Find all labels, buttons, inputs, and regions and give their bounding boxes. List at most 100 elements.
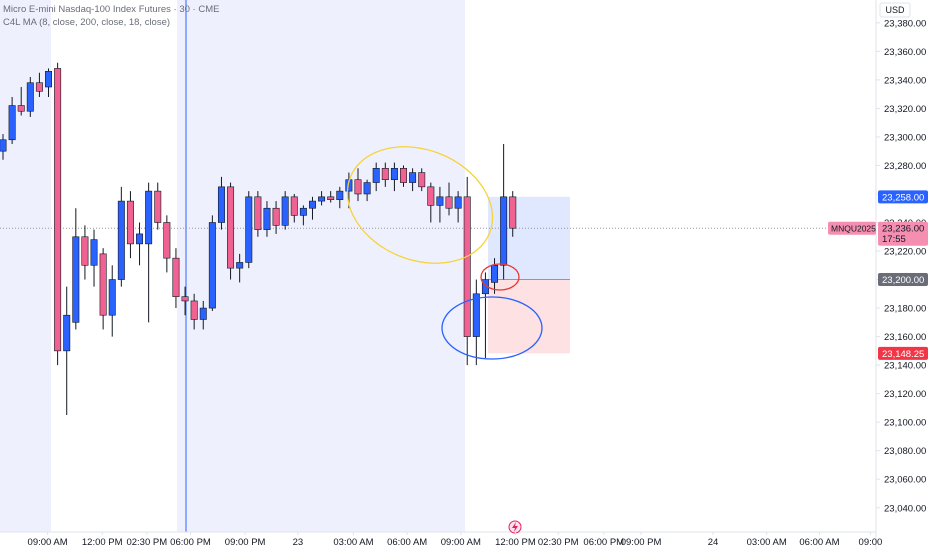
candle-body (136, 233, 144, 245)
candle-body (154, 190, 162, 223)
candle-body (8, 105, 16, 141)
candle-body (236, 262, 244, 269)
candle-body (336, 190, 344, 200)
session-shade (177, 0, 465, 532)
candle-body (72, 236, 80, 323)
price-label-box (878, 346, 928, 360)
current-price-box (878, 221, 928, 246)
candle-body (427, 186, 435, 206)
candle-body (99, 253, 107, 316)
y-tick-label: 23,180.00 (884, 304, 926, 315)
y-tick-label: 23,360.00 (884, 47, 926, 58)
price-label: 23,200.00 (882, 275, 924, 286)
candle-body (217, 186, 225, 223)
annotation-ellipse[interactable] (480, 263, 520, 291)
candle-body (163, 222, 171, 259)
candle-body (463, 196, 471, 337)
event-icon-bolt (512, 522, 518, 532)
candle-body (481, 279, 489, 295)
candle-body (108, 279, 116, 316)
y-tick-label: 23,380.00 (884, 18, 926, 29)
candle-body (208, 222, 216, 309)
candle-body (126, 200, 134, 245)
y-tick-label: 23,060.00 (884, 475, 926, 486)
candle-body (281, 196, 289, 226)
x-tick-label: 03:00 AM (747, 537, 787, 548)
candle-body (145, 190, 153, 245)
candle-body (308, 200, 316, 209)
x-tick-label: 03:00 AM (333, 537, 373, 548)
x-tick-label: 09:00 AM (441, 537, 481, 548)
x-tick-label: 06:00 AM (799, 537, 839, 548)
chart-subtitle: C4L MA (8, close, 200, close, 18, close) (3, 17, 170, 28)
y-tick-label: 23,300.00 (884, 132, 926, 143)
price-label: 23,258.00 (882, 192, 924, 203)
candle-body (436, 196, 444, 206)
candle-body (0, 139, 7, 152)
candle-body (299, 207, 307, 216)
y-tick-label: 23,340.00 (884, 75, 926, 86)
x-tick-label: 09:00 PM (225, 537, 266, 548)
position-loss-zone (488, 279, 570, 354)
y-tick-label: 23,220.00 (884, 247, 926, 258)
candle-body (172, 257, 180, 297)
candle-body (17, 105, 25, 112)
session-shade (0, 0, 51, 532)
candle-body (190, 300, 198, 320)
x-tick-label: 09:00 PM (621, 537, 662, 548)
candle-body (35, 82, 43, 92)
x-tick-label: 09:00 AM (28, 537, 68, 548)
plot (0, 62, 876, 416)
symbol-label: MNQU2025 (831, 224, 876, 234)
x-tick-label: 12:00 PM (495, 537, 536, 548)
candle-body (227, 186, 235, 269)
countdown: 17:55 (882, 234, 906, 245)
candle-body (390, 168, 398, 181)
candle-body (491, 264, 499, 283)
candle-body (290, 196, 298, 216)
candle-body (409, 172, 417, 183)
x-tick-label: 23 (293, 537, 304, 548)
candle-body (318, 196, 326, 202)
x-tick-label: 12:00 PM (82, 537, 123, 548)
y-tick-label: 23,100.00 (884, 418, 926, 429)
candle-body (26, 82, 34, 112)
annotation-ellipse[interactable] (441, 296, 543, 360)
x-tick-label: 09:00 (859, 537, 883, 548)
candle-body (372, 168, 380, 183)
candle-body (354, 179, 362, 195)
candle-body (63, 314, 71, 352)
price-label-box (878, 273, 928, 287)
candle-body (445, 196, 453, 209)
price-label: 23,148.25 (882, 349, 924, 360)
candle-body (381, 168, 389, 181)
candle-body (454, 196, 462, 209)
y-tick-label: 23,160.00 (884, 332, 926, 343)
candle-body (45, 71, 53, 88)
x-tick-label: 06:00 PM (583, 537, 624, 548)
price-label-box (878, 190, 928, 204)
x-tick-label: 06:00 AM (387, 537, 427, 548)
candle-body (90, 239, 98, 266)
candle-body (400, 168, 407, 183)
x-tick-label: 02:30 PM (126, 537, 167, 548)
y-tick-label: 23,140.00 (884, 361, 926, 372)
symbol-box (828, 221, 876, 235)
annotation-ellipse[interactable] (330, 126, 510, 284)
currency-button[interactable] (879, 2, 911, 18)
y-tick-label: 23,320.00 (884, 104, 926, 115)
candle-body (254, 196, 262, 230)
y-tick-label: 23,080.00 (884, 446, 926, 457)
y-tick-label: 23,120.00 (884, 389, 926, 400)
y-tick-label: 23,280.00 (884, 161, 926, 172)
x-tick-label: 06:00 PM (170, 537, 211, 548)
candle-body (245, 196, 253, 263)
candle-body (363, 182, 371, 195)
candle-body (500, 196, 508, 266)
currency[interactable]: USD (885, 5, 905, 15)
candle-body (272, 207, 280, 226)
candle-body (263, 207, 271, 230)
chart-title: Micro E-mini Nasdaq-100 Index Futures · … (3, 4, 219, 15)
candle-body (117, 200, 125, 280)
